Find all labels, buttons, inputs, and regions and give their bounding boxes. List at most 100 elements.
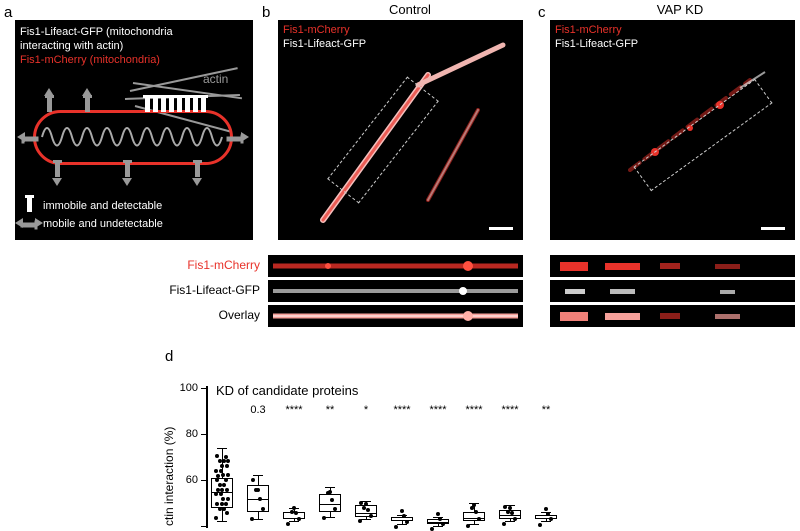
y-tick: [201, 434, 206, 435]
data-point: [218, 459, 222, 463]
whisker-cap: [433, 526, 443, 527]
whisker-cap: [217, 448, 227, 449]
whisker-cap: [325, 487, 335, 488]
data-point: [297, 517, 301, 521]
data-point: [215, 454, 219, 458]
schematic-label-gfp-2: interacting with actin): [20, 40, 123, 52]
panel-label-d: d: [165, 348, 173, 365]
whisker-cap: [253, 519, 263, 520]
data-point: [405, 520, 409, 524]
panel-label-c: c: [538, 4, 546, 21]
y-axis-line: [206, 386, 208, 528]
data-point: [218, 483, 222, 487]
data-point: [400, 509, 404, 513]
scale-bar-c: [761, 227, 785, 230]
data-point: [225, 464, 229, 468]
y-tick: [201, 388, 206, 389]
strip-label-gfp: Fis1-Lifeact-GFP: [80, 283, 260, 297]
box-median: [392, 520, 412, 521]
data-point: [506, 510, 510, 514]
box-median: [428, 522, 448, 523]
header-vapkd: VAP KD: [620, 2, 740, 17]
whisker-cap: [325, 517, 335, 518]
data-point: [436, 512, 440, 516]
data-point: [502, 522, 506, 526]
significance-label: *: [352, 404, 380, 416]
data-point: [218, 507, 222, 511]
panel-d-chart: KD of candidate proteins ctin interactio…: [160, 368, 640, 528]
whisker-cap: [397, 524, 407, 525]
data-point: [254, 488, 258, 492]
box-median: [536, 518, 556, 519]
cristae-icon: [37, 114, 229, 161]
data-point: [214, 516, 218, 520]
panel-a-schematic: Fis1-Lifeact-GFP (mitochondria interacti…: [15, 20, 253, 240]
legend-mobile-icon: [21, 216, 26, 230]
data-point: [220, 488, 224, 492]
data-point: [359, 501, 363, 505]
data-point: [326, 491, 330, 495]
data-point: [430, 527, 434, 531]
box-median: [320, 504, 340, 505]
data-point: [513, 517, 517, 521]
data-point: [225, 511, 229, 515]
data-point: [369, 514, 373, 518]
whisker-cap: [469, 524, 479, 525]
whisker-cap: [361, 519, 371, 520]
data-point: [549, 517, 553, 521]
data-point: [292, 506, 296, 510]
data-point: [538, 523, 542, 527]
box-median: [500, 515, 520, 516]
schematic-label-mcherry: Fis1-mCherry (mitochondria): [20, 54, 160, 66]
data-point: [261, 507, 265, 511]
data-point: [219, 469, 223, 473]
data-point: [290, 510, 294, 514]
y-tick: [201, 526, 206, 527]
data-point: [251, 478, 255, 482]
data-point: [358, 519, 362, 523]
box-median: [356, 513, 376, 514]
strip-c-overlay: [550, 305, 795, 327]
data-point: [394, 525, 398, 529]
strip-c-gfp: [550, 280, 795, 302]
data-point: [322, 516, 326, 520]
strip-b-overlay: [268, 305, 523, 327]
chart-title: KD of candidate proteins: [216, 383, 358, 398]
whisker-cap: [253, 475, 263, 476]
significance-label: ****: [460, 404, 488, 416]
legend-immobile-icon: [23, 198, 28, 212]
whisker-cap: [289, 521, 299, 522]
y-tick-label: 80: [170, 428, 198, 440]
data-point: [503, 505, 507, 509]
data-point: [544, 507, 548, 511]
data-point: [333, 507, 337, 511]
panel-b-micrograph: Fis1-mCherry Fis1-Lifeact-GFP: [278, 20, 523, 240]
scale-bar-b: [489, 227, 513, 230]
strip-b-mcherry: [268, 255, 523, 277]
significance-label: ****: [496, 404, 524, 416]
data-point: [362, 506, 366, 510]
data-point: [286, 522, 290, 526]
box-median: [464, 518, 484, 519]
whisker-cap: [541, 521, 551, 522]
whisker-cap: [505, 521, 515, 522]
data-point: [250, 517, 254, 521]
micrograph-c-content: [550, 20, 795, 240]
legend-mobile-label: mobile and undetectable: [43, 218, 163, 230]
data-point: [224, 502, 228, 506]
whisker-cap: [217, 521, 227, 522]
data-point: [214, 469, 218, 473]
legend-immobile-label: immobile and detectable: [43, 200, 162, 212]
data-point: [466, 524, 470, 528]
significance-label: 0.3: [244, 404, 272, 416]
significance-label: ****: [280, 404, 308, 416]
data-point: [470, 506, 474, 510]
schematic-label-gfp-1: Fis1-Lifeact-GFP (mitochondria: [20, 26, 173, 38]
data-point: [220, 464, 224, 468]
data-point: [441, 522, 445, 526]
box-median: [284, 518, 304, 519]
data-point: [224, 478, 228, 482]
data-point: [224, 455, 228, 459]
significance-label: **: [532, 404, 560, 416]
strip-label-mcherry: Fis1-mCherry: [80, 258, 260, 272]
